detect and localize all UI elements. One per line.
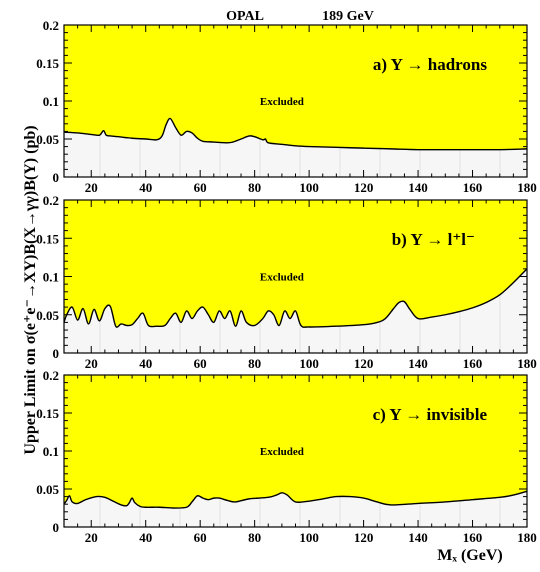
x-tick-label: 140: [408, 530, 428, 545]
x-tick-label: 160: [463, 356, 483, 371]
panel-b: 20 40 60 80 100 120 140 160 180 0 0.05 0.1 0.15 0.2 Ex…: [36, 193, 537, 371]
x-tick-label: 120: [354, 530, 374, 545]
y-tick-label: 0.2: [43, 368, 59, 383]
panel-a: 20 40 60 80 100 120 140 160 180 0 0.05 0.1 0.15 0.2 Ex…: [36, 18, 537, 195]
y-tick-label: 0.2: [43, 18, 59, 33]
y-tick-label: 0.1: [43, 444, 59, 459]
y-tick-label: 0: [53, 170, 60, 185]
panel-title: b) Y → l⁺l⁻: [392, 230, 475, 249]
allowed-region: [64, 491, 527, 527]
y-tick-label: 0.05: [36, 482, 59, 497]
header-experiment: OPAL: [226, 9, 264, 24]
header-energy: 189 GeV: [322, 9, 374, 24]
x-tick-label: 100: [299, 180, 319, 195]
y-tick-label: 0.1: [43, 94, 59, 109]
y-tick-label: 0.05: [36, 308, 59, 323]
x-tick-label: 40: [139, 180, 152, 195]
x-tick-label: 40: [139, 356, 152, 371]
x-tick-label: 140: [408, 356, 428, 371]
x-tick-label: 60: [194, 530, 207, 545]
y-axis-title: Upper Limit on σ(e⁺e⁻→XY)B(X→γγ)B(Y) (pb…: [22, 125, 39, 454]
x-tick-label: 160: [463, 530, 483, 545]
x-tick-label: 160: [463, 180, 483, 195]
x-tick-label: 60: [194, 180, 207, 195]
excluded-label: Excluded: [260, 272, 304, 284]
x-tick-label: 80: [248, 356, 261, 371]
x-tick-label: 140: [408, 180, 428, 195]
y-tick-label: 0: [53, 346, 60, 361]
x-tick-label: 180: [517, 180, 537, 195]
panel-c: 20 40 60 80 100 120 140 160 180 0 0.05 0.1 0.15 0.2 Ex…: [36, 368, 537, 545]
x-tick-label: 100: [299, 356, 319, 371]
limit-curve: [63, 117, 528, 151]
x-tick-label: 180: [517, 356, 537, 371]
excluded-label: Excluded: [260, 446, 304, 458]
panel-title: c) Y → invisible: [373, 405, 488, 424]
x-tick-label: 80: [248, 530, 261, 545]
y-tick-label: 0.1: [43, 270, 59, 285]
y-tick-label: 0: [53, 520, 60, 535]
x-tick-label: 100: [299, 530, 319, 545]
allowed-region: [64, 118, 527, 177]
x-tick-label: 20: [85, 530, 98, 545]
y-tick-label: 0.15: [36, 406, 59, 421]
x-tick-label: 120: [354, 356, 374, 371]
x-tick-label: 20: [85, 356, 98, 371]
y-tick-label: 0.15: [36, 231, 59, 246]
x-tick-label: 80: [248, 180, 261, 195]
x-tick-label: 180: [517, 530, 537, 545]
x-tick-label: 120: [354, 180, 374, 195]
excluded-label: Excluded: [260, 96, 304, 108]
x-axis-title: Mₓ (GeV): [437, 547, 502, 564]
y-tick-label: 0.05: [36, 132, 59, 147]
x-tick-label: 40: [139, 530, 152, 545]
y-tick-label: 0.15: [36, 56, 59, 71]
allowed-region: [64, 268, 527, 353]
limit-curve: [63, 490, 528, 509]
x-tick-label: 20: [85, 180, 98, 195]
x-tick-label: 60: [194, 356, 207, 371]
y-tick-label: 0.2: [43, 193, 59, 208]
limit-curve: [63, 268, 528, 328]
panel-title: a) Y → hadrons: [373, 55, 488, 74]
